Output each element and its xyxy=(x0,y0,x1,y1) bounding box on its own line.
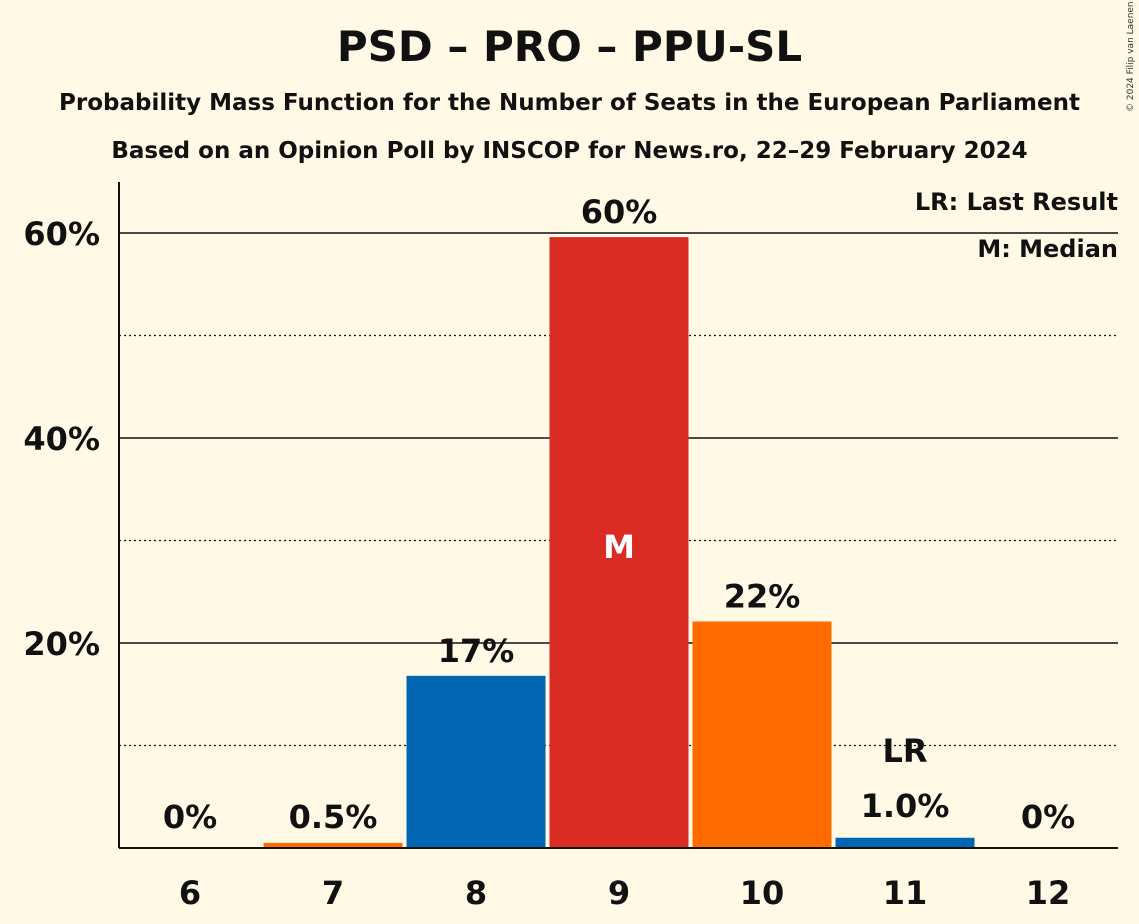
data-label: 22% xyxy=(724,577,801,615)
chart-title: PSD – PRO – PPU-SL xyxy=(336,22,803,71)
data-label: 0% xyxy=(163,798,217,836)
x-tick-label: 10 xyxy=(740,874,785,912)
median-marker: M xyxy=(603,528,635,566)
chart-source-subtitle: Based on an Opinion Poll by INSCOP for N… xyxy=(111,138,1028,164)
bar xyxy=(406,675,546,848)
x-tick-label: 8 xyxy=(465,874,487,912)
bar xyxy=(835,837,975,848)
data-label: 1.0% xyxy=(861,787,950,825)
y-tick-label: 40% xyxy=(23,420,100,458)
last-result-marker: LR xyxy=(882,732,927,770)
data-label: 0% xyxy=(1021,798,1075,836)
legend-entry: LR: Last Result xyxy=(915,188,1118,216)
y-tick-label: 20% xyxy=(23,625,100,663)
data-label: 17% xyxy=(438,632,515,670)
bar xyxy=(263,842,403,848)
y-tick-label: 60% xyxy=(23,215,100,253)
legend-entry: M: Median xyxy=(977,235,1118,263)
bar xyxy=(692,621,832,848)
x-tick-label: 6 xyxy=(179,874,201,912)
data-label: 0.5% xyxy=(289,798,378,836)
x-tick-label: 11 xyxy=(883,874,928,912)
x-tick-label: 7 xyxy=(322,874,344,912)
x-tick-label: 12 xyxy=(1026,874,1071,912)
x-tick-label: 9 xyxy=(608,874,630,912)
bar xyxy=(549,237,689,849)
data-label: 60% xyxy=(581,193,658,231)
chart-subtitle: Probability Mass Function for the Number… xyxy=(59,90,1080,116)
